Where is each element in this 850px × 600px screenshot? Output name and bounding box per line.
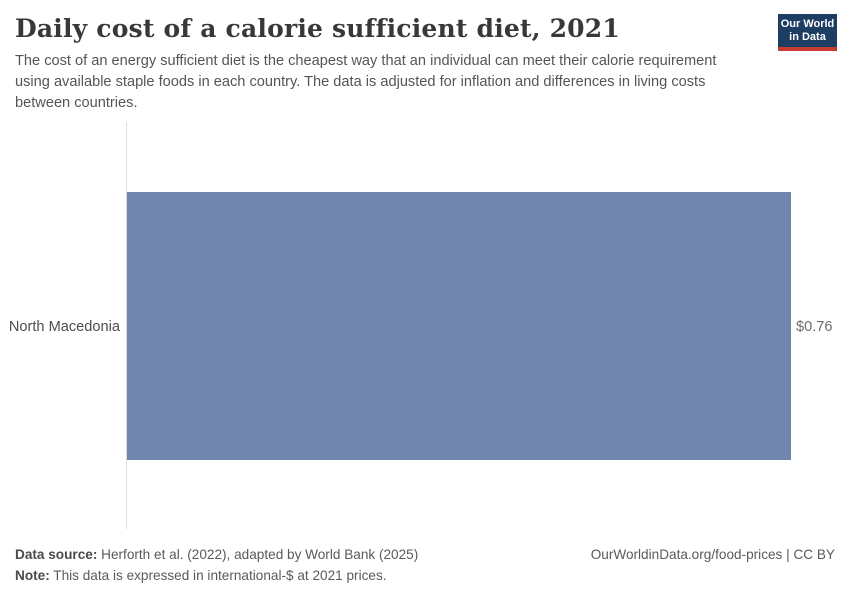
footer-license-link[interactable]: OurWorldinData.org/food-prices | CC BY — [590, 547, 835, 562]
data-source-label: Data source: — [15, 547, 98, 562]
entity-label-north-macedonia: North Macedonia — [8, 319, 120, 335]
owid-logo[interactable]: Our World in Data — [778, 14, 837, 51]
data-source-text: Herforth et al. (2022), adapted by World… — [97, 547, 419, 562]
note-label: Note: — [15, 568, 50, 583]
bar-track — [127, 192, 791, 460]
data-source-line: Data source: Herforth et al. (2022), ada… — [15, 544, 418, 565]
owid-logo-line2: in Data — [789, 31, 826, 43]
y-axis-line — [126, 122, 127, 529]
bar-value-label: $0.76 — [796, 319, 833, 335]
note-text: This data is expressed in international-… — [49, 568, 387, 583]
footer-source-note: Data source: Herforth et al. (2022), ada… — [15, 544, 418, 586]
note-line: Note: This data is expressed in internat… — [15, 565, 418, 586]
owid-logo-line1: Our World — [780, 18, 835, 30]
bar-north-macedonia[interactable] — [127, 192, 791, 460]
chart-subtitle: The cost of an energy sufficient diet is… — [15, 53, 717, 111]
chart-title: Daily cost of a calorie sufficient diet,… — [15, 14, 620, 43]
